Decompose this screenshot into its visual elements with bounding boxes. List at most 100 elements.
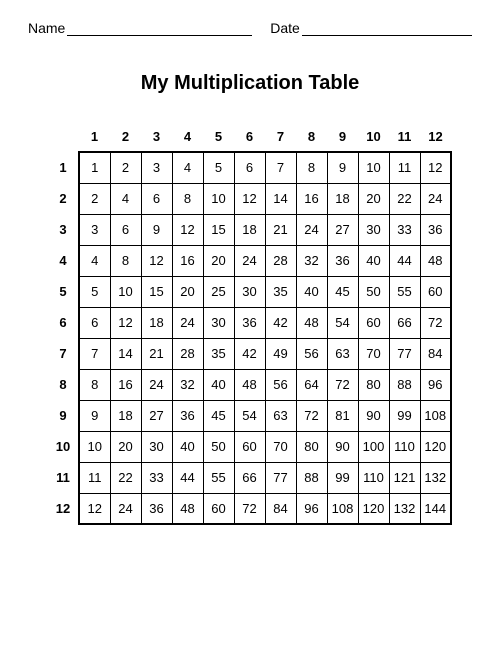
- table-cell: 24: [234, 245, 265, 276]
- table-cell: 7: [79, 338, 110, 369]
- row-header: 2: [48, 183, 79, 214]
- table-cell: 24: [296, 214, 327, 245]
- table-cell: 28: [265, 245, 296, 276]
- table-row: 9918273645546372819099108: [48, 400, 451, 431]
- table-cell: 36: [172, 400, 203, 431]
- table-cell: 10: [203, 183, 234, 214]
- row-header: 5: [48, 276, 79, 307]
- table-row: 551015202530354045505560: [48, 276, 451, 307]
- table-cell: 48: [172, 493, 203, 524]
- table-cell: 11: [79, 462, 110, 493]
- table-cell: 40: [172, 431, 203, 462]
- row-header: 11: [48, 462, 79, 493]
- table-cell: 30: [141, 431, 172, 462]
- table-row: 121224364860728496108120132144: [48, 493, 451, 524]
- table-cell: 27: [327, 214, 358, 245]
- table-cell: 88: [296, 462, 327, 493]
- table-cell: 33: [389, 214, 420, 245]
- table-row: 11112233445566778899110121132: [48, 462, 451, 493]
- table-cell: 66: [389, 307, 420, 338]
- table-cell: 20: [172, 276, 203, 307]
- table-cell: 48: [420, 245, 451, 276]
- table-cell: 90: [327, 431, 358, 462]
- table-cell: 55: [389, 276, 420, 307]
- table-cell: 24: [110, 493, 141, 524]
- table-cell: 55: [203, 462, 234, 493]
- table-cell: 88: [389, 369, 420, 400]
- table-cell: 20: [203, 245, 234, 276]
- table-cell: 10: [110, 276, 141, 307]
- table-row: 661218243036424854606672: [48, 307, 451, 338]
- name-underline[interactable]: [67, 22, 252, 36]
- table-cell: 18: [141, 307, 172, 338]
- table-cell: 12: [79, 493, 110, 524]
- table-cell: 6: [141, 183, 172, 214]
- date-field: Date: [270, 20, 472, 36]
- table-cell: 72: [420, 307, 451, 338]
- table-cell: 12: [141, 245, 172, 276]
- row-header: 4: [48, 245, 79, 276]
- table-cell: 20: [358, 183, 389, 214]
- table-cell: 64: [296, 369, 327, 400]
- table-cell: 30: [203, 307, 234, 338]
- table-cell: 10: [358, 152, 389, 183]
- date-underline[interactable]: [302, 22, 472, 36]
- corner-cell: [48, 121, 79, 152]
- table-cell: 48: [296, 307, 327, 338]
- table-cell: 99: [389, 400, 420, 431]
- table-cell: 70: [358, 338, 389, 369]
- table-cell: 108: [327, 493, 358, 524]
- table-cell: 35: [265, 276, 296, 307]
- table-cell: 7: [265, 152, 296, 183]
- table-cell: 12: [110, 307, 141, 338]
- col-header: 4: [172, 121, 203, 152]
- table-row: 3369121518212427303336: [48, 214, 451, 245]
- table-cell: 36: [141, 493, 172, 524]
- table-cell: 44: [389, 245, 420, 276]
- table-cell: 96: [296, 493, 327, 524]
- row-header: 1: [48, 152, 79, 183]
- table-cell: 24: [172, 307, 203, 338]
- table-cell: 2: [79, 183, 110, 214]
- table-row: 44812162024283236404448: [48, 245, 451, 276]
- table-cell: 80: [296, 431, 327, 462]
- table-cell: 48: [234, 369, 265, 400]
- table-cell: 56: [265, 369, 296, 400]
- table-cell: 56: [296, 338, 327, 369]
- table-cell: 40: [296, 276, 327, 307]
- table-cell: 77: [265, 462, 296, 493]
- table-cell: 100: [358, 431, 389, 462]
- table-cell: 12: [172, 214, 203, 245]
- table-cell: 11: [389, 152, 420, 183]
- table-cell: 63: [327, 338, 358, 369]
- table-cell: 110: [358, 462, 389, 493]
- table-row: 10102030405060708090100110120: [48, 431, 451, 462]
- table-cell: 36: [234, 307, 265, 338]
- table-cell: 77: [389, 338, 420, 369]
- table-cell: 22: [389, 183, 420, 214]
- table-cell: 70: [265, 431, 296, 462]
- table-cell: 84: [420, 338, 451, 369]
- table-cell: 15: [203, 214, 234, 245]
- table-cell: 18: [327, 183, 358, 214]
- table-cell: 60: [234, 431, 265, 462]
- row-header: 10: [48, 431, 79, 462]
- row-header: 8: [48, 369, 79, 400]
- col-header: 8: [296, 121, 327, 152]
- table-cell: 90: [358, 400, 389, 431]
- table-cell: 8: [110, 245, 141, 276]
- table-cell: 6: [234, 152, 265, 183]
- col-header: 5: [203, 121, 234, 152]
- table-cell: 45: [203, 400, 234, 431]
- table-cell: 144: [420, 493, 451, 524]
- table-row: 881624324048566472808896: [48, 369, 451, 400]
- table-row: 1123456789101112: [48, 152, 451, 183]
- table-cell: 9: [327, 152, 358, 183]
- table-cell: 96: [420, 369, 451, 400]
- row-header: 12: [48, 493, 79, 524]
- column-header-row: 1 2 3 4 5 6 7 8 9 10 11 12: [48, 121, 451, 152]
- name-label: Name: [28, 20, 67, 36]
- col-header: 1: [79, 121, 110, 152]
- table-cell: 63: [265, 400, 296, 431]
- table-cell: 108: [420, 400, 451, 431]
